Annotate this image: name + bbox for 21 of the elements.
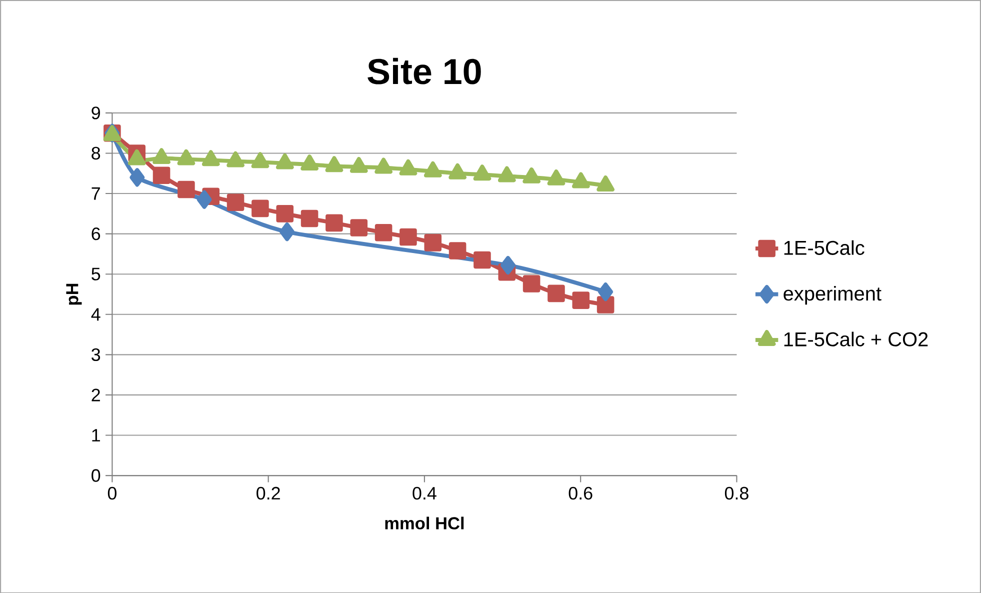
x-axis-title: mmol HCl [385,516,464,530]
y-tick-label: 1 [92,428,100,442]
y-tick-label: 6 [92,227,100,240]
y-tick-label: 2 [92,388,100,402]
x-tick-label: 0.8 [724,486,748,500]
y-tick-label: 9 [92,106,100,120]
y-tick-label: 8 [92,146,100,160]
legend-label: 1E-5Calc + CO2 [784,332,928,346]
x-tick-label: 0.2 [256,486,280,500]
y-tick-label: 5 [92,268,100,280]
y-axis-title: pH [66,284,82,304]
legend-label: 1E-5Calc [784,240,864,255]
chart-title: Site 10 [368,58,481,84]
x-tick-label: 0 [108,486,116,500]
y-tick-label: 7 [92,187,100,200]
x-tick-label: 0.6 [568,486,592,500]
legend-label: experiment [784,286,882,304]
y-tick-label: 0 [92,468,100,482]
y-tick-label: 3 [92,348,100,361]
y-tick-label: 4 [91,308,100,320]
x-tick-label: 0.4 [412,486,436,500]
